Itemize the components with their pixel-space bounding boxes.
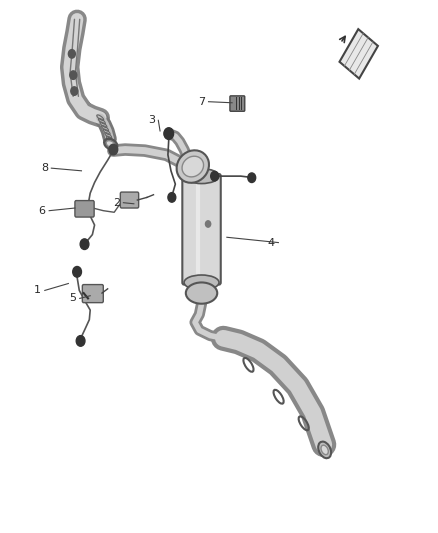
- Circle shape: [168, 192, 176, 202]
- Text: 7: 7: [198, 96, 205, 107]
- Text: 5: 5: [69, 293, 76, 303]
- Circle shape: [248, 173, 256, 182]
- Ellipse shape: [177, 150, 209, 183]
- Circle shape: [71, 87, 78, 95]
- Ellipse shape: [321, 445, 328, 455]
- Ellipse shape: [182, 156, 204, 177]
- Text: 8: 8: [41, 163, 48, 173]
- Text: 3: 3: [148, 115, 155, 125]
- Text: 6: 6: [39, 206, 46, 216]
- FancyBboxPatch shape: [82, 285, 103, 303]
- Ellipse shape: [318, 442, 331, 458]
- Ellipse shape: [186, 282, 217, 304]
- Text: 4: 4: [268, 238, 275, 247]
- Circle shape: [164, 128, 173, 140]
- FancyBboxPatch shape: [182, 174, 221, 285]
- Polygon shape: [339, 29, 378, 78]
- Circle shape: [80, 239, 89, 249]
- Ellipse shape: [184, 168, 219, 183]
- Circle shape: [76, 336, 85, 346]
- Text: 2: 2: [113, 198, 120, 208]
- Ellipse shape: [106, 141, 115, 148]
- Circle shape: [109, 144, 118, 155]
- Ellipse shape: [184, 275, 219, 290]
- Circle shape: [205, 221, 211, 227]
- Circle shape: [70, 71, 77, 79]
- FancyBboxPatch shape: [230, 96, 245, 111]
- Circle shape: [68, 50, 75, 58]
- Ellipse shape: [104, 139, 117, 149]
- FancyBboxPatch shape: [120, 192, 139, 208]
- Circle shape: [73, 266, 81, 277]
- FancyBboxPatch shape: [75, 200, 94, 217]
- Circle shape: [211, 171, 219, 181]
- Text: 1: 1: [34, 286, 41, 295]
